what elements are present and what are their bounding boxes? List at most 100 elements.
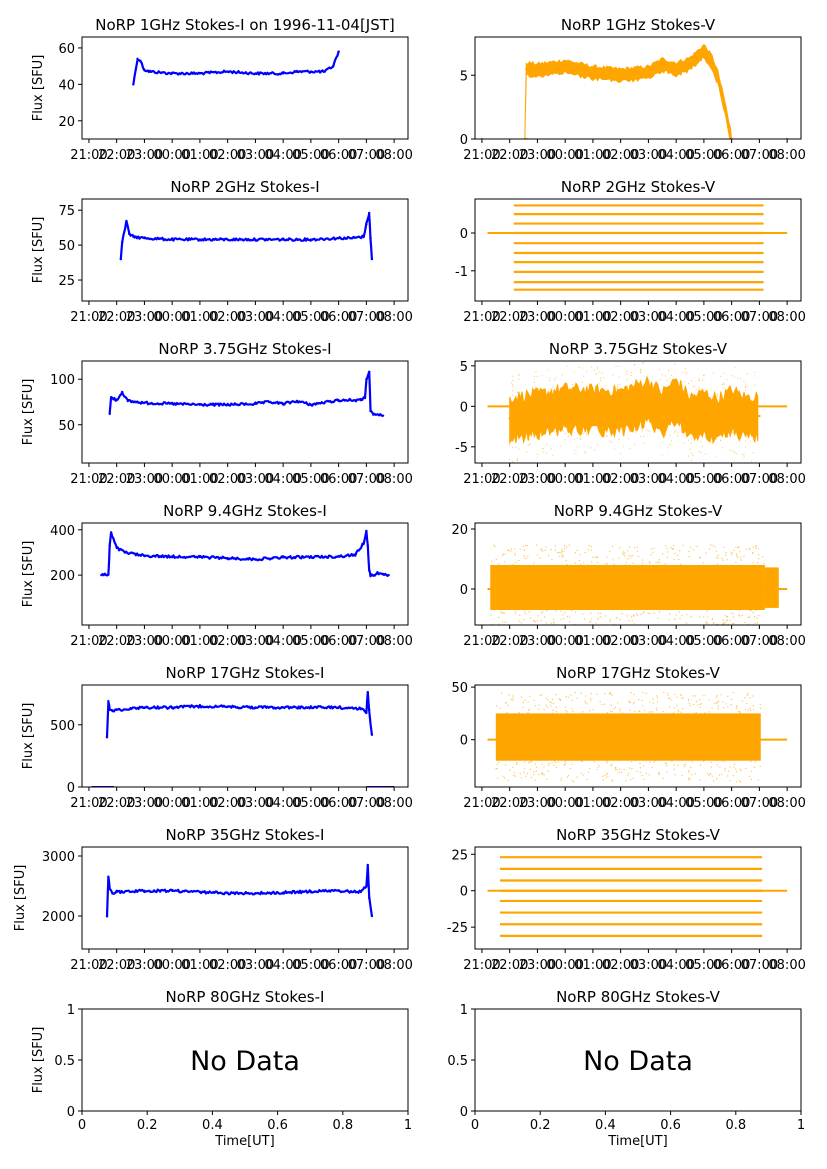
- scatter-point: [653, 547, 655, 550]
- scatter-point: [615, 387, 617, 389]
- data-point: [111, 709, 114, 713]
- scatter-point: [634, 710, 636, 712]
- scatter-point: [642, 612, 644, 614]
- scatter-point: [599, 616, 602, 618]
- data-point: [688, 62, 692, 65]
- scatter-point: [540, 619, 542, 622]
- scatter-point: [714, 702, 716, 704]
- scatter-point: [739, 781, 742, 783]
- data-point: [337, 555, 340, 558]
- scatter-point: [724, 767, 727, 770]
- scatter-point: [601, 775, 604, 778]
- scatter-point: [569, 767, 572, 770]
- scatter-point: [565, 559, 567, 562]
- y-tick-label: 0.5: [447, 1054, 468, 1069]
- scatter-point: [630, 616, 633, 618]
- x-tick-label: 04:00: [264, 634, 301, 649]
- scatter-point: [729, 387, 731, 389]
- scatter-point: [716, 563, 719, 565]
- x-tick-label: 00:00: [546, 958, 583, 973]
- scatter-point: [732, 432, 734, 434]
- axes-frame: [81, 1008, 409, 1112]
- x-tick-label: 01:00: [574, 148, 611, 163]
- scatter-point: [510, 548, 513, 550]
- scatter-point: [666, 692, 669, 695]
- scatter-point: [761, 556, 764, 558]
- scatter-point: [641, 562, 644, 564]
- axes-frame: [81, 36, 409, 140]
- scatter-point: [724, 769, 726, 771]
- scatter-point: [560, 552, 562, 554]
- data-point: [105, 736, 109, 739]
- scatter-point: [759, 707, 762, 710]
- scatter-point: [754, 761, 757, 763]
- data-point: [139, 59, 142, 62]
- x-tick-label: 05:00: [685, 472, 722, 487]
- data-point: [366, 544, 369, 547]
- scatter-point: [596, 384, 599, 386]
- data-point: [254, 892, 257, 895]
- scatter-point: [525, 775, 527, 777]
- axes-frame: [474, 1008, 802, 1112]
- scatter-point: [497, 563, 500, 565]
- scatter-point: [519, 548, 521, 550]
- scatter-point: [752, 561, 754, 564]
- scatter-point: [590, 366, 592, 368]
- data-point: [702, 49, 706, 53]
- scatter-point: [524, 544, 527, 547]
- x-tick-label: 06:00: [320, 148, 357, 163]
- x-tick-label: 01:00: [574, 958, 611, 973]
- scatter-point: [665, 762, 668, 765]
- data-point: [716, 76, 719, 80]
- scatter-point: [512, 385, 514, 387]
- data-point: [688, 416, 692, 419]
- scatter-point: [687, 770, 690, 772]
- x-tick-label: 23:00: [519, 796, 556, 811]
- scatter-point: [590, 447, 592, 449]
- scatter-point: [604, 774, 606, 777]
- scatter-point: [699, 556, 702, 559]
- scatter-point: [538, 773, 540, 776]
- scatter-point: [515, 446, 517, 449]
- scatter-point: [626, 615, 628, 617]
- x-tick-label: 23:00: [519, 634, 556, 649]
- scatter-point: [681, 708, 684, 710]
- scatter-point: [631, 620, 633, 622]
- scatter-point: [564, 439, 566, 441]
- x-tick-label: 05:00: [292, 310, 329, 325]
- data-point: [109, 396, 113, 399]
- scatter-point: [727, 705, 729, 708]
- scatter-point: [666, 556, 668, 559]
- x-tick-label: 06:00: [713, 310, 750, 325]
- plot-area: [91, 690, 395, 787]
- scatter-point: [552, 386, 554, 388]
- x-tick-label: 23:00: [126, 958, 163, 973]
- data-point: [716, 418, 719, 421]
- data-point: [647, 399, 650, 402]
- x-tick-label: 21:00: [463, 310, 500, 325]
- y-tick-label: 1: [67, 1003, 75, 1018]
- scatter-point: [681, 372, 683, 374]
- scatter-point: [523, 618, 525, 621]
- scatter-point: [679, 549, 681, 552]
- scatter-point: [597, 561, 599, 563]
- scatter-point: [563, 617, 565, 620]
- data-point: [254, 558, 257, 561]
- x-tick-label: 0.6: [267, 1118, 288, 1133]
- x-tick-label: 06:00: [320, 958, 357, 973]
- scatter-point: [503, 561, 506, 563]
- data-point: [136, 57, 139, 61]
- data-point: [254, 706, 257, 709]
- scatter-point: [706, 622, 709, 625]
- scatter-point: [674, 774, 676, 776]
- scatter-point: [522, 706, 524, 708]
- scatter-point: [703, 616, 705, 618]
- scatter-point: [598, 383, 600, 385]
- scatter-point: [661, 454, 663, 456]
- scatter-point: [592, 708, 594, 711]
- scatter-point: [616, 384, 619, 386]
- x-tick-label: 08:00: [768, 310, 805, 325]
- data-point: [363, 396, 367, 399]
- scatter-point: [683, 442, 685, 444]
- scatter-point: [721, 383, 723, 386]
